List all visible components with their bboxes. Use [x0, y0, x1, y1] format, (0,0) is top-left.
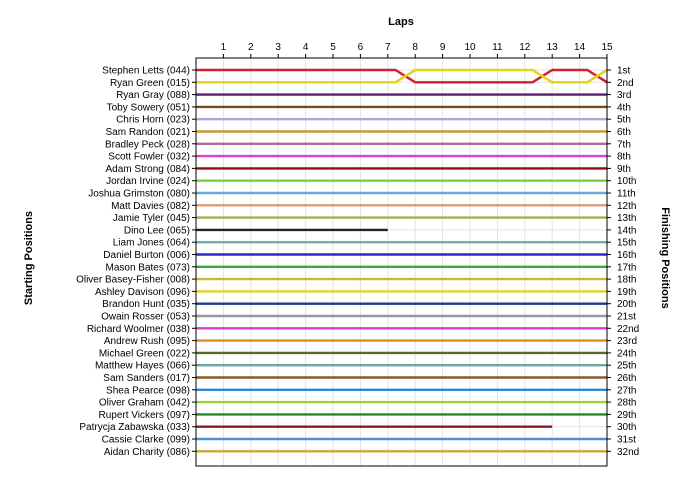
y-axis-label-left: Starting Positions	[23, 211, 35, 305]
series-lines	[196, 68, 608, 453]
starting-position-label: Michael Green (022)	[99, 348, 190, 359]
finishing-position-label: 15th	[617, 238, 636, 249]
starting-position-label: Adam Strong (084)	[106, 164, 191, 175]
starting-position-label: Liam Jones (064)	[113, 238, 190, 249]
finishing-position-label: 25th	[617, 361, 636, 372]
series-line	[196, 68, 608, 84]
starting-position-label: Sam Randon (021)	[106, 127, 191, 138]
finishing-position-label: 16th	[617, 250, 636, 261]
x-tick-label: 2	[248, 42, 254, 53]
x-tick-label: 13	[547, 42, 559, 53]
starting-position-label: Patrycja Zabawska (033)	[79, 422, 190, 433]
x-tick-label: 7	[385, 42, 391, 53]
finishing-position-label: 10th	[617, 176, 636, 187]
starting-position-labels: Stephen Letts (044)Ryan Green (015)Ryan …	[76, 66, 196, 458]
finishing-position-label: 11th	[617, 189, 636, 200]
y-axis-label-right: Finishing Positions	[659, 207, 671, 308]
finishing-position-label: 7th	[617, 139, 631, 150]
starting-position-label: Oliver Graham (042)	[99, 398, 190, 409]
starting-position-label: Andrew Rush (095)	[104, 336, 190, 347]
starting-position-label: Bradley Peck (028)	[105, 139, 190, 150]
starting-position-label: Chris Horn (023)	[116, 115, 190, 126]
starting-position-label: Cassie Clarke (099)	[102, 435, 190, 446]
x-tick-label: 11	[492, 42, 503, 53]
finishing-position-label: 26th	[617, 373, 636, 384]
starting-position-label: Ryan Gray (088)	[116, 90, 190, 101]
starting-position-label: Aidan Charity (086)	[104, 447, 190, 458]
x-tick-label: 9	[440, 42, 446, 53]
starting-position-label: Daniel Burton (006)	[103, 250, 190, 261]
finishing-position-label: 1st	[617, 66, 631, 77]
plot-frame	[195, 57, 608, 467]
finishing-position-label: 28th	[617, 398, 636, 409]
x-tick-label: 12	[519, 42, 531, 53]
starting-position-label: Dino Lee (065)	[124, 225, 190, 236]
x-tick-label: 1	[221, 42, 227, 53]
starting-position-label: Ashley Davison (096)	[95, 287, 190, 298]
finishing-position-labels: 1st2nd3rd4th5th6th7th8th9th10th11th12th1…	[607, 66, 639, 458]
finishing-position-label: 30th	[617, 422, 636, 433]
starting-position-label: Ryan Green (015)	[110, 78, 190, 89]
starting-position-label: Matthew Hayes (066)	[95, 361, 190, 372]
finishing-position-label: 21st	[617, 312, 636, 323]
finishing-position-label: 27th	[617, 385, 636, 396]
x-tick-label: 6	[358, 42, 364, 53]
finishing-position-label: 23rd	[617, 336, 637, 347]
x-tick-label: 8	[412, 42, 418, 53]
starting-position-label: Toby Sowery (051)	[107, 102, 190, 113]
starting-position-label: Richard Woolmer (038)	[87, 324, 190, 335]
starting-position-label: Shea Pearce (098)	[106, 385, 190, 396]
starting-position-label: Matt Davies (082)	[111, 201, 190, 212]
finishing-position-label: 14th	[617, 225, 636, 236]
starting-position-label: Sam Sanders (017)	[103, 373, 190, 384]
finishing-position-label: 18th	[617, 275, 636, 286]
starting-position-label: Jordan Irvine (024)	[106, 176, 190, 187]
x-tick-label: 4	[303, 42, 309, 53]
starting-position-label: Stephen Letts (044)	[102, 66, 190, 77]
starting-position-label: Rupert Vickers (097)	[98, 410, 190, 421]
x-tick-label: 10	[464, 42, 476, 53]
finishing-position-label: 29th	[617, 410, 636, 421]
x-tick-labels: 1 2 3 4 5 6 7 8 9 10 11 12 13 14 15	[221, 42, 613, 58]
finishing-position-label: 22nd	[617, 324, 639, 335]
starting-position-label: Owain Rosser (053)	[101, 312, 190, 323]
finishing-position-label: 32nd	[617, 447, 639, 458]
starting-position-label: Scott Fowler (032)	[108, 152, 190, 163]
chart-title: Laps	[388, 16, 414, 28]
finishing-position-label: 5th	[617, 115, 631, 126]
finishing-position-label: 6th	[617, 127, 631, 138]
x-tick-label: 14	[574, 42, 586, 53]
finishing-position-label: 24th	[617, 348, 636, 359]
finishing-position-label: 12th	[617, 201, 636, 212]
finishing-position-label: 17th	[617, 262, 636, 273]
starting-position-label: Joshua Grimston (080)	[88, 189, 190, 200]
finishing-position-label: 31st	[617, 435, 636, 446]
series-line	[196, 68, 608, 84]
x-tick-label: 15	[601, 42, 613, 53]
finishing-position-label: 8th	[617, 152, 631, 163]
starting-position-label: Oliver Basey-Fisher (008)	[76, 275, 190, 286]
x-tick-label: 3	[275, 42, 281, 53]
finishing-position-label: 13th	[617, 213, 636, 224]
starting-position-label: Jamie Tyler (045)	[113, 213, 190, 224]
finishing-position-label: 20th	[617, 299, 636, 310]
x-tick-label: 5	[330, 42, 336, 53]
finishing-position-label: 3rd	[617, 90, 631, 101]
finishing-position-label: 19th	[617, 287, 636, 298]
finishing-position-label: 4th	[617, 102, 631, 113]
finishing-position-label: 2nd	[617, 78, 634, 89]
starting-position-label: Mason Bates (073)	[106, 262, 191, 273]
finishing-position-label: 9th	[617, 164, 631, 175]
starting-position-label: Brandon Hunt (035)	[102, 299, 190, 310]
